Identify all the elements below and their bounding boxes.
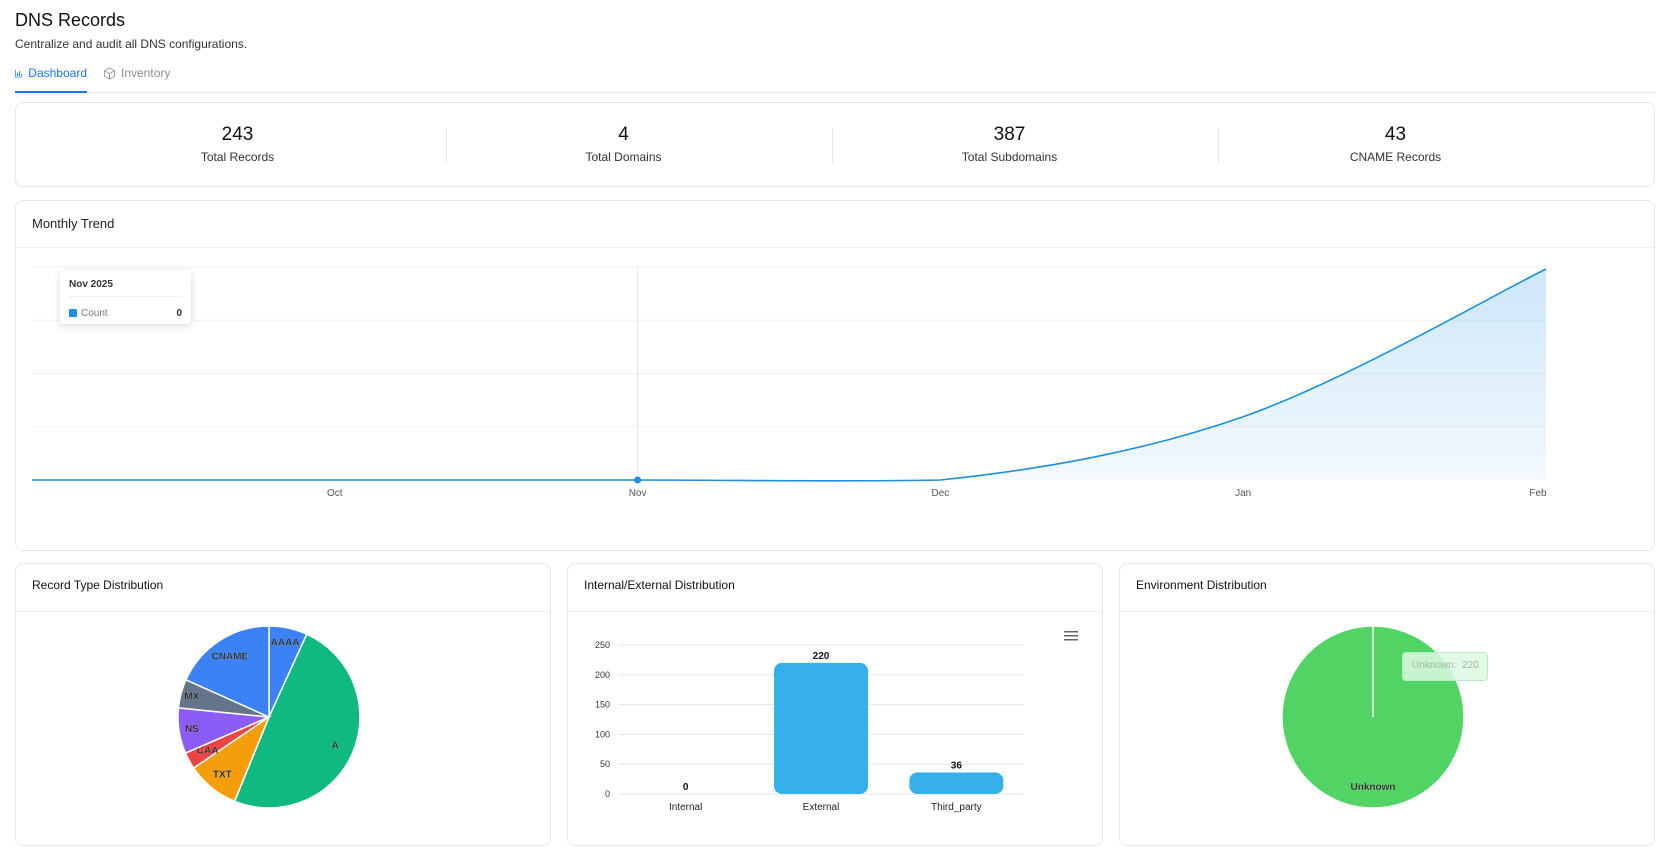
record-type-label: TXT bbox=[213, 769, 232, 780]
y-axis-tick-label: 100 bbox=[595, 729, 610, 739]
environment-label: Unknown bbox=[1351, 782, 1396, 793]
tooltip-value: 220 bbox=[1462, 660, 1479, 671]
record-type-label: CAA bbox=[197, 746, 219, 757]
bar-third_party bbox=[909, 772, 1004, 794]
trend-point-nov bbox=[634, 476, 642, 484]
page-subtitle: Centralize and audit all DNS configurati… bbox=[15, 37, 248, 51]
stat-value: 4 bbox=[618, 124, 629, 145]
environment-pie[interactable]: Unknown bbox=[1120, 564, 1656, 847]
dns-records-page: DNS Records Centralize and audit all DNS… bbox=[15, 0, 1655, 850]
tooltip-series: Count bbox=[81, 308, 108, 319]
tab-inventory[interactable]: Inventory bbox=[103, 66, 183, 93]
card-header: Environment Distribution bbox=[1120, 564, 1654, 612]
environment-tooltip: Unknown: 220 bbox=[1402, 652, 1488, 681]
record-type-label: NS bbox=[185, 724, 199, 735]
chart-tooltip: Nov 2025 Count 0 bbox=[60, 271, 191, 324]
stat-label: Total Domains bbox=[585, 150, 662, 164]
stat-label: Total Subdomains bbox=[961, 150, 1058, 164]
bar-data-label: 0 bbox=[683, 782, 689, 793]
trend-area bbox=[32, 269, 1546, 481]
stat-label: Total Records bbox=[200, 150, 275, 164]
stat-cname-records: 43 CNAME Records bbox=[1203, 103, 1588, 188]
record-type-label: AAAA bbox=[271, 638, 300, 649]
stats-card: 243 Total Records 4 Total Domains 387 To… bbox=[15, 102, 1655, 187]
x-axis-tick-label: Oct bbox=[327, 488, 343, 499]
tab-dashboard-label: Dashboard bbox=[28, 66, 87, 80]
tooltip-title: Nov 2025 bbox=[69, 279, 113, 290]
x-axis-tick-label: Internal bbox=[669, 802, 702, 813]
monthly-trend-card: Monthly Trend Oct Nov Dec Jan Feb Nov 2025 C… bbox=[15, 200, 1655, 551]
y-axis-tick-label: 0 bbox=[605, 789, 610, 799]
record-type-slice-a bbox=[233, 633, 361, 809]
tab-inventory-label: Inventory bbox=[121, 66, 171, 80]
stat-value: 243 bbox=[221, 124, 254, 145]
record-type-label: MX bbox=[184, 691, 199, 702]
x-axis-tick-label: External bbox=[803, 802, 840, 813]
x-axis-tick-label: Dec bbox=[932, 488, 950, 499]
y-axis-tick-label: 200 bbox=[595, 670, 610, 680]
card-header: Internal/External Distribution bbox=[568, 564, 1102, 612]
monthly-trend-chart[interactable]: Oct Nov Dec Jan Feb bbox=[16, 201, 1656, 552]
card-title: Internal/External Distribution bbox=[584, 578, 735, 592]
cube-icon bbox=[103, 67, 116, 80]
x-axis-tick-label: Jan bbox=[1235, 488, 1251, 499]
record-type-label: CNAME bbox=[212, 652, 249, 663]
internal-external-bar-chart[interactable]: 0 50 100 150 200 250 0 Internal 220 External 36 Thi… bbox=[568, 564, 1104, 847]
stat-divider bbox=[832, 128, 833, 164]
page-title: DNS Records bbox=[15, 10, 126, 30]
tab-bar: Dashboard Inventory bbox=[15, 66, 1655, 93]
stat-value: 387 bbox=[993, 124, 1026, 145]
record-type-card: Record Type Distribution AAAA A TXT CAA NS MX… bbox=[15, 563, 551, 846]
bar-external bbox=[774, 662, 868, 794]
environment-card: Environment Distribution Unknown Unknown… bbox=[1119, 563, 1655, 846]
y-axis-tick-label: 250 bbox=[595, 640, 610, 650]
trend-line-count bbox=[32, 268, 1547, 482]
tooltip-label: Unknown: bbox=[1412, 660, 1457, 671]
x-axis-tick-label: Feb bbox=[1529, 488, 1547, 499]
stat-divider bbox=[1218, 128, 1219, 164]
stat-label: CNAME Records bbox=[1349, 150, 1442, 164]
x-axis-tick-label: Nov bbox=[629, 488, 647, 499]
card-header: Monthly Trend bbox=[16, 201, 1654, 248]
stat-total-records: 243 Total Records bbox=[45, 103, 430, 188]
record-type-slice-cname bbox=[184, 625, 270, 719]
chart-menu-icon[interactable] bbox=[1064, 630, 1078, 642]
y-axis-tick-label: 50 bbox=[600, 759, 610, 769]
tooltip-swatch bbox=[69, 309, 77, 317]
x-axis-tick-label: Third_party bbox=[931, 802, 982, 813]
card-title: Record Type Distribution bbox=[32, 578, 164, 592]
card-title: Environment Distribution bbox=[1136, 578, 1267, 592]
tooltip-value: 0 bbox=[176, 308, 182, 319]
tab-dashboard[interactable]: Dashboard bbox=[15, 66, 87, 93]
y-axis-tick-label: 150 bbox=[595, 700, 610, 710]
tooltip-divider bbox=[69, 296, 182, 297]
internal-external-card: Internal/External Distribution 0 50 100 150… bbox=[567, 563, 1103, 846]
card-title: Monthly Trend bbox=[32, 216, 115, 231]
bar-data-label: 36 bbox=[951, 761, 963, 772]
stat-value: 43 bbox=[1384, 124, 1407, 145]
stat-total-subdomains: 387 Total Subdomains bbox=[817, 103, 1202, 188]
record-type-label: A bbox=[331, 741, 338, 752]
card-header: Record Type Distribution bbox=[16, 564, 550, 612]
bar-data-label: 220 bbox=[813, 651, 830, 662]
stat-total-domains: 4 Total Domains bbox=[431, 103, 816, 188]
stat-divider bbox=[446, 128, 447, 164]
bar-chart-icon bbox=[15, 69, 23, 78]
